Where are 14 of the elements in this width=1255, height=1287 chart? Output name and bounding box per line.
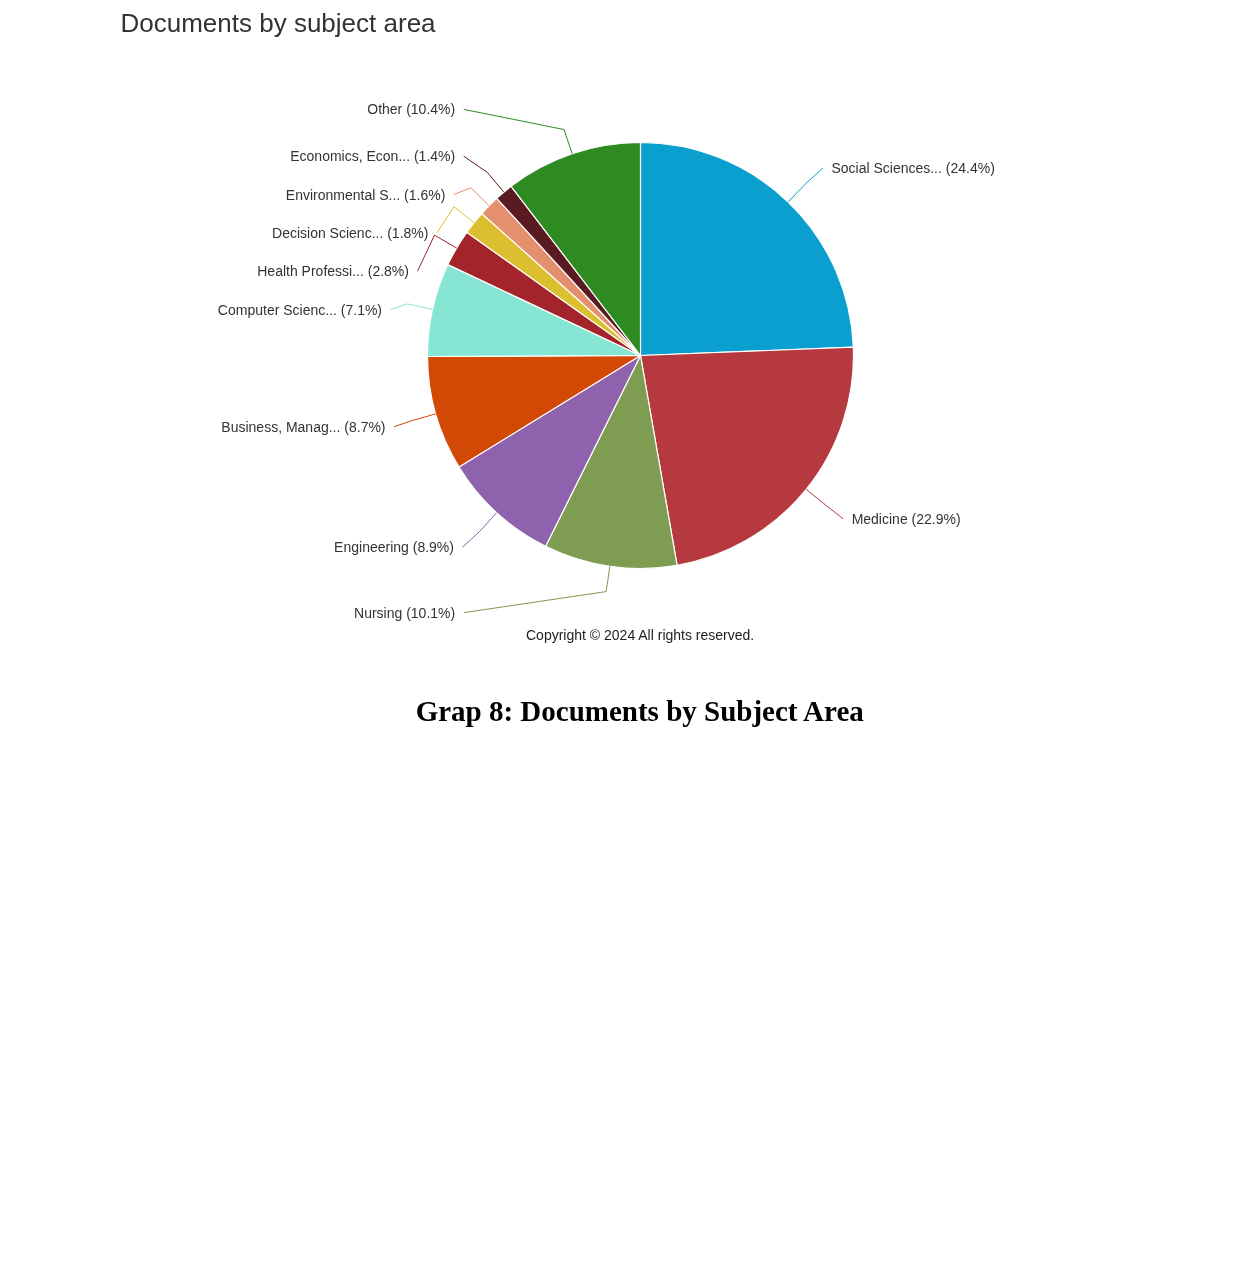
slice-label: Health Professi... (2.8%)	[257, 263, 409, 280]
slice-label: Medicine (22.9%)	[851, 510, 961, 527]
slice-label: Nursing (10.1%)	[354, 604, 456, 621]
slice-label: Computer Scienc... (7.1%)	[217, 301, 383, 318]
chart-title: Documents by subject area	[120, 7, 437, 38]
slice-label: Engineering (8.9%)	[334, 539, 454, 556]
slice-label: Economics, Econ... (1.4%)	[290, 148, 456, 165]
text: Copyright © 2024 All rights reserved.	[526, 626, 755, 643]
slice-label: Other (10.4%)	[367, 101, 456, 118]
slice-label: Decision Scienc... (1.8%)	[272, 224, 429, 241]
text: Grap 8: Documents by Subject Area	[415, 694, 865, 727]
slice-label: Environmental S... (1.6%)	[285, 186, 446, 203]
slice-label: Business, Manag... (8.7%)	[221, 418, 386, 435]
slice-label: Social Sciences... (24.4%)	[831, 160, 995, 177]
